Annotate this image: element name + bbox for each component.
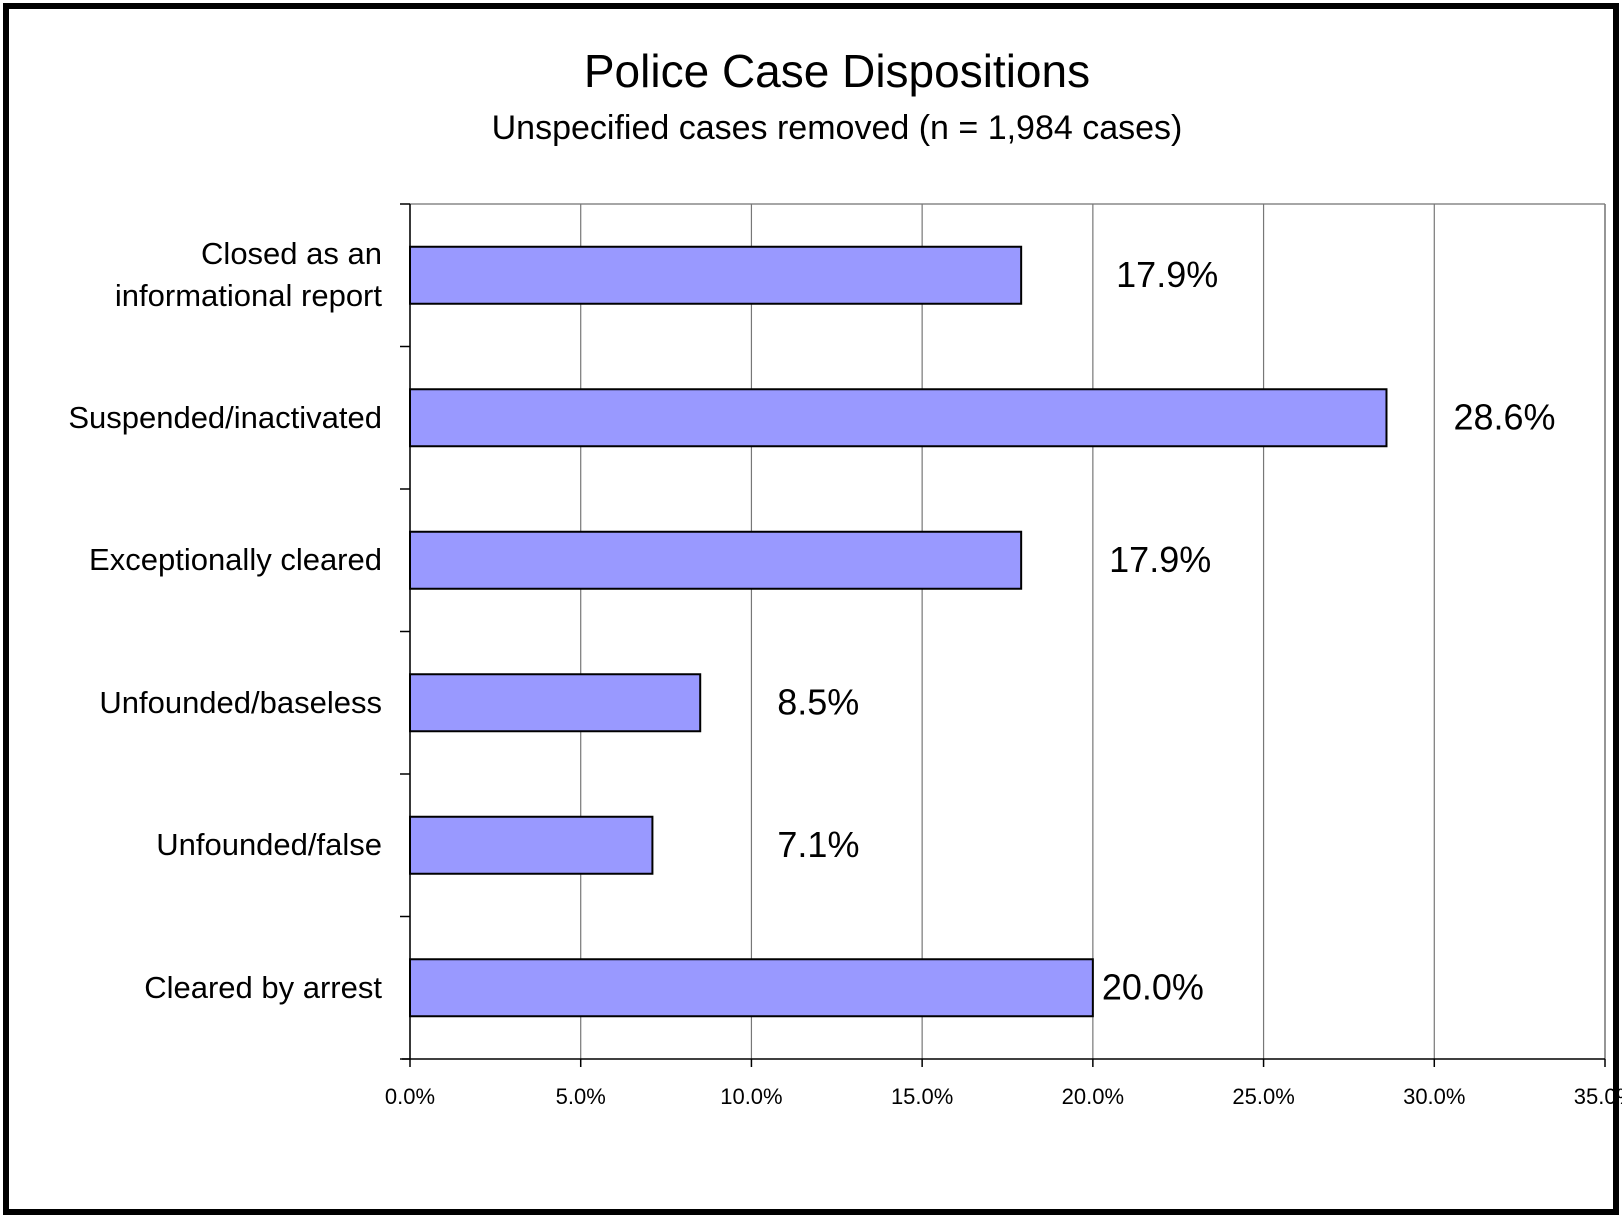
value-label: 7.1% <box>777 824 859 865</box>
x-tick-label: 10.0% <box>720 1084 782 1109</box>
x-tick-label: 0.0% <box>385 1084 435 1109</box>
x-tick-label: 20.0% <box>1062 1084 1124 1109</box>
value-label: 28.6% <box>1453 396 1555 437</box>
y-tick-label: Suspended/inactivated <box>68 399 382 435</box>
bar <box>409 815 654 875</box>
y-tick-label: Unfounded/false <box>156 827 382 863</box>
value-label: 8.5% <box>777 681 859 722</box>
value-label: 17.9% <box>1109 539 1211 580</box>
chart-subtitle: Unspecified cases removed (n = 1,984 cas… <box>492 109 1183 147</box>
value-label: 20.0% <box>1102 966 1204 1007</box>
y-tick-label: Unfounded/baseless <box>99 684 382 720</box>
bar <box>409 530 1023 590</box>
x-tick-label: 30.0% <box>1403 1084 1465 1109</box>
bar <box>409 958 1094 1018</box>
y-tick-label: Cleared by arrest <box>144 969 382 1005</box>
bar <box>409 388 1388 448</box>
y-tick-label: Closed as an informational report <box>114 236 382 314</box>
value-label: 17.9% <box>1116 254 1218 295</box>
x-tick-label: 15.0% <box>891 1084 953 1109</box>
bar <box>409 673 702 733</box>
chart-title: Police Case Dispositions <box>584 45 1090 97</box>
y-tick-label: Exceptionally cleared <box>89 542 382 578</box>
x-tick-label: 25.0% <box>1232 1084 1294 1109</box>
x-tick-label: 35.0% <box>1574 1084 1622 1109</box>
bar <box>409 245 1023 305</box>
chart-frame <box>3 3 1619 1215</box>
x-tick-label: 5.0% <box>556 1084 606 1109</box>
